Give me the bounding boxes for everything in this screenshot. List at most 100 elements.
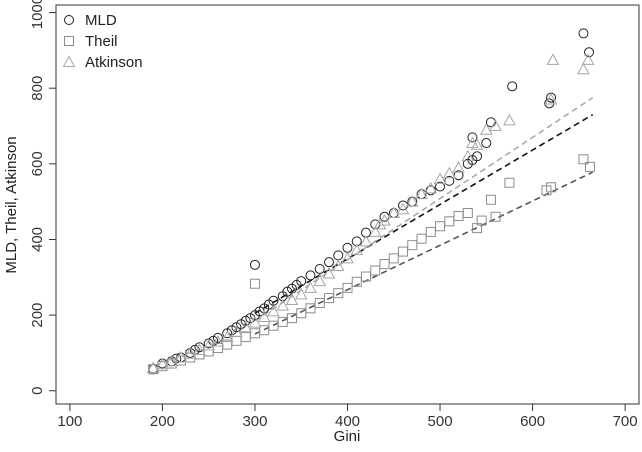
- mld-point: [305, 270, 316, 281]
- x-tick-label: 100: [57, 413, 82, 430]
- atkinson-point: [211, 335, 225, 347]
- atkinson-point: [267, 304, 280, 317]
- theil-point: [435, 221, 446, 232]
- atkinson-point: [470, 138, 484, 150]
- theil-point: [351, 276, 362, 287]
- atkinson-point: [285, 293, 299, 305]
- mld-point: [467, 132, 478, 143]
- atkinson-point: [341, 251, 354, 264]
- y-tick-label: 600: [29, 151, 46, 176]
- theil-point: [379, 259, 390, 270]
- y-tick-label: 400: [29, 227, 46, 252]
- x-axis-title: Gini: [334, 428, 361, 445]
- y-axis-title: MLD, Theil, Atkinson: [3, 136, 20, 273]
- theil-point: [453, 211, 464, 222]
- atkinson-point: [331, 259, 345, 271]
- theil-point: [485, 194, 496, 205]
- atkinson-point: [387, 206, 401, 219]
- theil-point: [578, 154, 589, 165]
- atkinson-point: [202, 338, 216, 351]
- mld-point: [435, 181, 446, 192]
- theil-point: [398, 246, 409, 257]
- theil-point: [444, 216, 455, 227]
- atkinson-point: [165, 354, 179, 367]
- x-tick-label: 400: [335, 413, 360, 430]
- mld-point: [323, 257, 334, 268]
- atkinson-fit-line: [254, 96, 594, 322]
- theil-point: [333, 288, 344, 299]
- mld-point: [544, 98, 555, 109]
- theil-point: [249, 278, 260, 289]
- mld-point: [425, 185, 436, 196]
- atkinson-point: [581, 53, 595, 65]
- legend-atkinson-marker: [62, 55, 76, 67]
- atkinson-point: [378, 214, 391, 226]
- legend: MLD Theil Atkinson: [62, 12, 143, 71]
- mld-point: [453, 170, 464, 181]
- atkinson-point: [193, 343, 206, 355]
- atkinson-point: [368, 225, 382, 237]
- atkinson-point: [479, 123, 493, 135]
- atkinson-point: [276, 299, 290, 311]
- theil-point: [425, 226, 436, 237]
- x-axis: 100 200 300 400 500 600 700: [57, 404, 638, 430]
- theil-point: [370, 265, 381, 276]
- theil-point: [361, 271, 372, 282]
- atkinson-point: [373, 217, 387, 230]
- mld-point: [342, 242, 353, 253]
- legend-mld-marker: [64, 15, 74, 25]
- atkinson-point: [220, 330, 234, 343]
- theil-point: [231, 335, 242, 346]
- atkinson-point: [239, 320, 253, 333]
- atkinson-point: [544, 93, 558, 105]
- theil-point: [584, 161, 595, 172]
- theil-fit-line: [254, 171, 594, 335]
- theil-point: [476, 215, 487, 226]
- atkinson-point: [433, 172, 447, 184]
- atkinson-point: [313, 274, 327, 287]
- theil-point: [407, 240, 418, 251]
- x-tick-label: 300: [242, 413, 267, 430]
- atkinson-point: [322, 266, 336, 279]
- mld-point: [296, 276, 307, 287]
- mld-point: [444, 175, 455, 186]
- mld-point: [249, 259, 260, 270]
- x-tick-label: 200: [150, 413, 175, 430]
- theil-point: [490, 211, 501, 222]
- atkinson-point: [174, 350, 188, 363]
- atkinson-point: [415, 187, 428, 200]
- atkinson-point: [257, 310, 271, 323]
- atkinson-point: [359, 234, 373, 247]
- mld-point: [212, 332, 223, 343]
- atkinson-point: [230, 325, 243, 338]
- atkinson-point: [452, 161, 465, 173]
- atkinson-point: [350, 243, 364, 256]
- atkinson-point: [396, 202, 410, 215]
- legend-atkinson-label: Atkinson: [85, 54, 143, 71]
- legend-mld-label: MLD: [85, 12, 117, 29]
- atkinson-point: [424, 181, 438, 194]
- legend-theil-marker: [64, 36, 74, 46]
- plot-frame: [55, 4, 640, 405]
- theil-point: [259, 325, 270, 336]
- atkinson-point: [405, 195, 419, 207]
- mld-point: [578, 28, 589, 39]
- mld-point: [507, 81, 518, 92]
- theil-point: [504, 177, 515, 188]
- x-tick-label: 700: [613, 413, 638, 430]
- y-tick-label: 800: [29, 76, 46, 101]
- y-tick-label: 200: [29, 303, 46, 328]
- y-axis: 0 200 400 600 800 1000: [29, 0, 56, 395]
- atkinson-point: [146, 361, 160, 374]
- atkinson-point: [183, 347, 197, 359]
- atkinson-point: [546, 53, 560, 65]
- atkinson-point: [156, 357, 169, 370]
- theil-point: [305, 303, 316, 314]
- atkinson-point: [248, 316, 262, 328]
- x-tick-label: 600: [520, 413, 545, 430]
- mld-point: [472, 151, 483, 162]
- mld-point: [485, 117, 496, 128]
- atkinson-point: [461, 149, 475, 162]
- theil-point: [388, 253, 399, 264]
